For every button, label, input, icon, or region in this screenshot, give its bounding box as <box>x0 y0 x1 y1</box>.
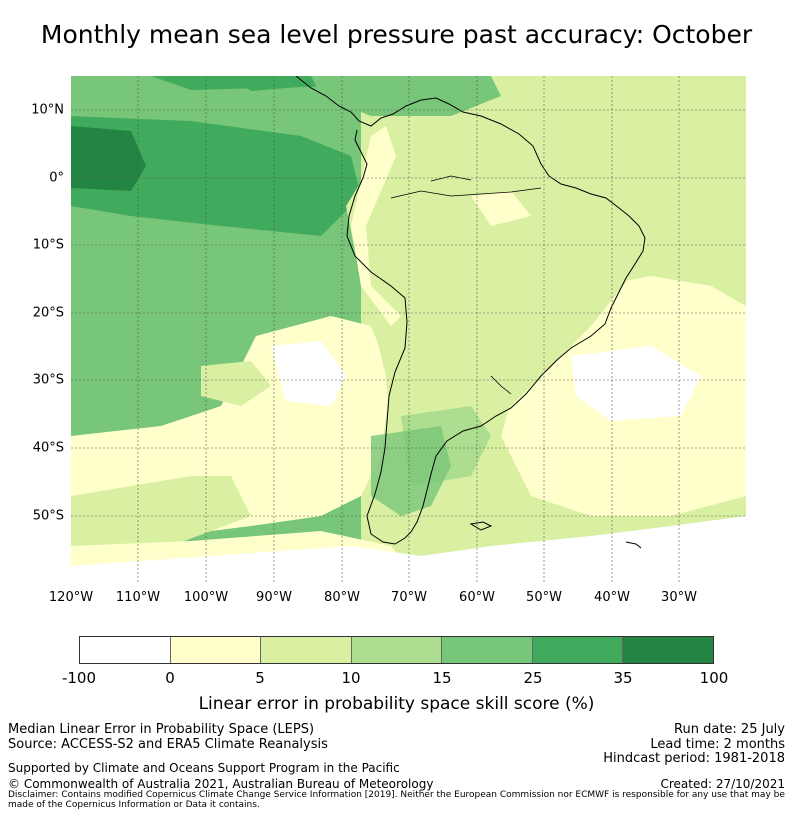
colorbar-label: Linear error in probability space skill … <box>198 694 595 714</box>
lon-label-120w: 120°W <box>48 590 94 605</box>
lon-label-50w: 50°W <box>526 590 562 605</box>
colorbar-tick: 35 <box>613 669 633 687</box>
disclaimer: Disclaimer: Contains modified Copernicus… <box>8 790 785 810</box>
footer-source: Source: ACCESS-S2 and ERA5 Climate Reana… <box>8 737 328 752</box>
run-date: Run date: 25 July <box>674 722 785 737</box>
lon-label-90w: 90°W <box>256 590 292 605</box>
lon-label-100w: 100°W <box>183 590 229 605</box>
colorbar-tick: 5 <box>255 669 265 687</box>
graticule <box>71 76 746 583</box>
lead-time: Lead time: 2 months <box>650 737 785 752</box>
created-date: Created: 27/10/2021 <box>660 777 785 791</box>
hindcast-period: Hindcast period: 1981-2018 <box>603 751 785 766</box>
lon-label-40w: 40°W <box>594 590 630 605</box>
coastline <box>295 76 646 545</box>
footer-copyright: © Commonwealth of Australia 2021, Austra… <box>8 777 434 791</box>
colorbar-segment <box>442 637 533 663</box>
map-title: Monthly mean sea level pressure past acc… <box>40 20 753 49</box>
footer-method: Median Linear Error in Probability Space… <box>8 722 315 737</box>
colorbar-segment <box>80 637 171 663</box>
lon-label-60w: 60°W <box>459 590 495 605</box>
lat-label-30s: 30°S <box>32 372 64 388</box>
colorbar-tick: 15 <box>432 669 452 687</box>
lat-label-10n: 10°N <box>31 102 64 118</box>
colorbar-tick: 10 <box>341 669 361 687</box>
colorbar <box>79 636 714 664</box>
colorbar-segment <box>623 637 714 663</box>
lat-label-40s: 40°S <box>32 440 64 456</box>
lat-label-0: 0° <box>49 170 64 186</box>
lon-label-70w: 70°W <box>391 590 427 605</box>
colorbar-tick: 100 <box>699 669 729 687</box>
lat-label-10s: 10°S <box>32 237 64 253</box>
colorbar-segment <box>351 637 443 663</box>
colorbar-tick: 0 <box>165 669 175 687</box>
lat-label-50s: 50°S <box>32 508 64 524</box>
colorbar-segment <box>532 637 624 663</box>
lon-label-30w: 30°W <box>661 590 697 605</box>
colorbar-tick: 25 <box>523 669 543 687</box>
lon-label-80w: 80°W <box>324 590 360 605</box>
lat-label-20s: 20°S <box>32 305 64 321</box>
colorbar-tick: -100 <box>61 669 97 687</box>
skill-score-map <box>71 76 746 583</box>
lon-label-110w: 110°W <box>115 590 161 605</box>
colorbar-segment <box>170 637 262 663</box>
footer-support: Supported by Climate and Oceans Support … <box>8 761 400 775</box>
colorbar-segment <box>261 637 352 663</box>
